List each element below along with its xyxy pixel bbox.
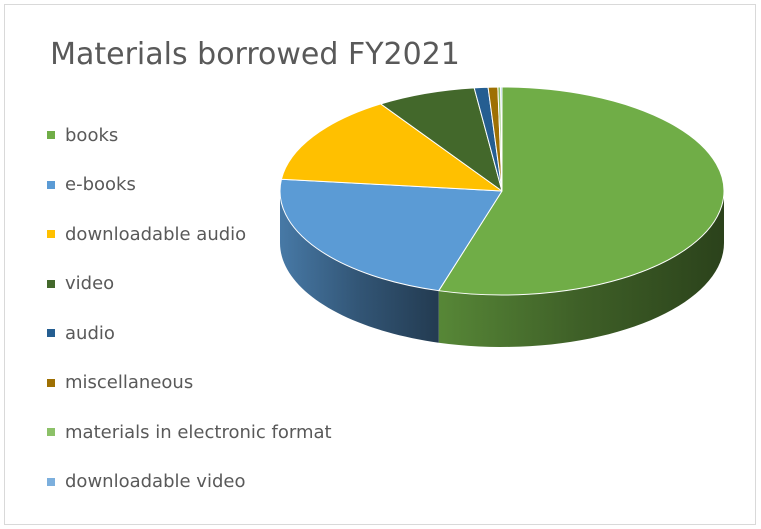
legend-swatch xyxy=(47,477,55,486)
legend-label: books xyxy=(65,124,119,146)
legend-item: miscellaneous xyxy=(47,371,193,395)
chart-title: Materials borrowed FY2021 xyxy=(50,37,460,72)
legend-item: books xyxy=(47,123,118,147)
pie-slice xyxy=(438,86,725,296)
legend-label: audio xyxy=(65,322,115,344)
legend-swatch xyxy=(47,329,55,337)
legend-label: miscellaneous xyxy=(65,372,194,393)
legend-swatch xyxy=(47,378,55,387)
legend-item: audio xyxy=(47,321,115,345)
pie-slice-side xyxy=(280,191,439,343)
legend-item: e-books xyxy=(47,173,136,197)
pie-slice xyxy=(280,103,503,192)
pie-slice xyxy=(279,178,503,292)
legend-swatch xyxy=(47,230,55,238)
legend-swatch xyxy=(47,279,55,288)
pie-slice-side xyxy=(438,191,724,347)
legend-item: downloadable video xyxy=(47,470,245,494)
legend-label: downloadable video xyxy=(65,471,246,492)
legend-item: video xyxy=(47,272,114,296)
legend-swatch xyxy=(47,428,55,436)
pie-slice xyxy=(500,86,503,192)
legend-label: downloadable audio xyxy=(65,223,247,245)
legend-label: video xyxy=(65,273,115,294)
legend-label: e-books xyxy=(65,174,136,195)
legend-swatch xyxy=(47,180,55,189)
legend-label: materials in electronic format xyxy=(65,421,332,443)
legend-item: downloadable audio xyxy=(47,222,246,246)
legend-item: materials in electronic format xyxy=(47,420,332,444)
legend-swatch xyxy=(47,131,55,139)
pie-slice xyxy=(380,87,503,192)
